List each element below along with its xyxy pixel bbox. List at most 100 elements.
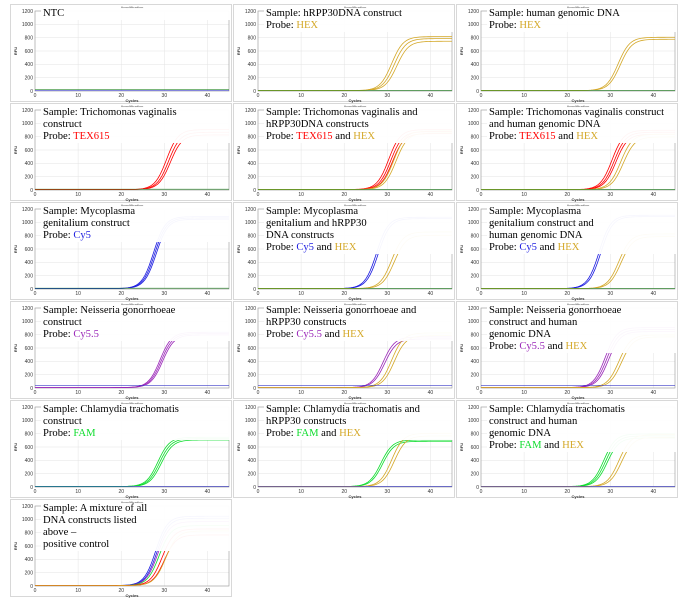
y-tick-label: 1200 bbox=[245, 108, 256, 114]
sample-line: above – bbox=[43, 527, 77, 538]
y-axis-label: RFU bbox=[236, 245, 241, 253]
y-axis-label: RFU bbox=[459, 344, 464, 352]
probe-name: Cy5 bbox=[73, 230, 91, 241]
chart-title: Amplification bbox=[121, 302, 144, 307]
probe-line: Probe: FAM bbox=[43, 428, 228, 440]
x-axis-label: Cycles bbox=[126, 296, 140, 301]
chart-title: Amplification bbox=[344, 302, 367, 307]
probe-label: Probe: bbox=[489, 341, 520, 352]
y-tick-label: 200 bbox=[25, 174, 34, 180]
y-tick-label: 800 bbox=[248, 35, 257, 41]
sample-description: Sample: Chlamydia trachomatis and hRPP30 … bbox=[264, 404, 453, 440]
y-tick-label: 800 bbox=[25, 35, 34, 41]
y-tick-label: 0 bbox=[476, 287, 479, 293]
y-tick-label: 800 bbox=[471, 233, 480, 239]
probe-line: Probe: Cy5.5 and HEX bbox=[489, 341, 674, 353]
x-tick-label: 30 bbox=[162, 291, 168, 297]
y-tick-label: 200 bbox=[25, 273, 34, 279]
x-axis-label: Cycles bbox=[349, 197, 363, 202]
y-tick-label: 1200 bbox=[468, 405, 479, 411]
sample-description: Sample: Neisseria gonorrhoeae and hRPP30 … bbox=[264, 305, 453, 341]
probe-name: HEX bbox=[339, 428, 361, 439]
y-tick-label: 200 bbox=[471, 273, 480, 279]
y-tick-label: 1200 bbox=[22, 9, 33, 15]
y-tick-label: 800 bbox=[248, 233, 257, 239]
chart-title: Amplification bbox=[344, 401, 367, 406]
x-tick-label: 10 bbox=[75, 291, 81, 297]
y-tick-label: 1200 bbox=[22, 108, 33, 114]
probe-name: FAM bbox=[519, 440, 542, 451]
x-tick-label: 10 bbox=[75, 390, 81, 396]
x-tick-label: 40 bbox=[205, 192, 211, 198]
x-tick-label: 0 bbox=[257, 291, 260, 297]
x-tick-label: 0 bbox=[257, 93, 260, 99]
probe-line: Probe: TEX615 bbox=[43, 131, 228, 143]
y-tick-label: 1000 bbox=[22, 319, 33, 325]
y-tick-label: 200 bbox=[25, 570, 34, 576]
probe-name: Cy5 bbox=[296, 242, 314, 253]
sample-description: Sample: Mycoplasma genitalium construct Pr… bbox=[41, 206, 230, 242]
x-tick-label: 30 bbox=[608, 489, 614, 495]
x-tick-label: 40 bbox=[205, 489, 211, 495]
y-tick-label: 200 bbox=[471, 174, 480, 180]
y-axis-label: RFU bbox=[459, 443, 464, 451]
x-axis-label: Cycles bbox=[126, 494, 140, 499]
y-tick-label: 600 bbox=[248, 247, 257, 253]
probe-name: TEX615 bbox=[73, 131, 110, 142]
x-tick-label: 30 bbox=[385, 291, 391, 297]
x-tick-label: 30 bbox=[162, 489, 168, 495]
sample-line: Sample: Neisseria gonorrhoeae bbox=[43, 305, 176, 316]
sample-line: Sample: human genomic DNA bbox=[489, 8, 620, 19]
x-tick-label: 40 bbox=[651, 291, 657, 297]
sample-line: hRPP30DNA constructs bbox=[266, 119, 369, 130]
probe-line: Probe: Cy5.5 and HEX bbox=[266, 329, 451, 341]
x-axis-label: Cycles bbox=[349, 296, 363, 301]
amplification-curve bbox=[258, 335, 452, 388]
amplification-curve bbox=[35, 438, 229, 487]
sample-line: NTC bbox=[43, 8, 65, 19]
y-tick-label: 400 bbox=[471, 458, 480, 464]
chart-panel: Amplification 0 200 400 600 800 1000 1200 0 10 20 3… bbox=[233, 202, 455, 301]
amplification-curve bbox=[35, 333, 229, 388]
chart-panel: Amplification 0 200 400 600 800 1000 1200 0 10 20 3… bbox=[10, 202, 232, 301]
sample-description: Sample: Trichomonas vaginalis construct Pr… bbox=[41, 107, 230, 143]
probe-name: HEX bbox=[334, 242, 357, 253]
y-tick-label: 1000 bbox=[22, 517, 33, 523]
sample-line: Sample: Neisseria gonorrhoeae bbox=[489, 305, 622, 316]
amplification-curve bbox=[258, 36, 452, 91]
chart-title: Amplification bbox=[567, 401, 590, 406]
amplification-chart: Amplification 0 200 400 600 800 1000 1200 0 10 20 3… bbox=[13, 104, 230, 202]
x-tick-label: 0 bbox=[480, 192, 483, 198]
x-tick-label: 20 bbox=[564, 93, 570, 99]
x-tick-label: 30 bbox=[385, 192, 391, 198]
y-tick-label: 1200 bbox=[245, 306, 256, 312]
sample-line: Sample: Mycoplasma bbox=[43, 206, 136, 217]
y-tick-label: 600 bbox=[471, 148, 480, 154]
x-tick-label: 20 bbox=[118, 192, 124, 198]
chart-title: Amplification bbox=[344, 203, 367, 208]
x-tick-label: 20 bbox=[118, 489, 124, 495]
y-axis-label: RFU bbox=[236, 344, 241, 352]
chart-panel: Amplification 0 200 400 600 800 1000 1200 0 10 20 3… bbox=[456, 4, 678, 103]
chart-panel: Amplification 0 200 400 600 800 1000 1200 0 10 20 3… bbox=[10, 301, 232, 400]
sample-line: genitalium construct and bbox=[489, 218, 594, 229]
probe-name: Cy5.5 bbox=[73, 329, 99, 340]
chart-title: Amplification bbox=[121, 203, 144, 208]
y-tick-label: 400 bbox=[25, 458, 34, 464]
x-tick-label: 40 bbox=[428, 291, 434, 297]
y-tick-label: 1200 bbox=[22, 306, 33, 312]
y-tick-label: 200 bbox=[248, 372, 257, 378]
probe-name: TEX615 bbox=[519, 131, 556, 142]
chart-panel: Amplification 0 200 400 600 800 1000 1200 0 10 20 3… bbox=[456, 301, 678, 400]
y-tick-label: 400 bbox=[248, 458, 257, 464]
probe-line: Probe: TEX615 and HEX bbox=[266, 131, 451, 143]
probe-name: HEX bbox=[557, 242, 580, 253]
sample-line: genitalium construct bbox=[43, 218, 130, 229]
y-tick-label: 200 bbox=[248, 75, 257, 81]
x-tick-label: 20 bbox=[118, 291, 124, 297]
x-tick-label: 20 bbox=[341, 93, 347, 99]
x-axis-label: Cycles bbox=[349, 494, 363, 499]
amplification-curve bbox=[258, 440, 452, 487]
sample-line: Sample: Chlamydia trachomatis and bbox=[266, 404, 420, 415]
y-tick-label: 600 bbox=[25, 49, 34, 55]
